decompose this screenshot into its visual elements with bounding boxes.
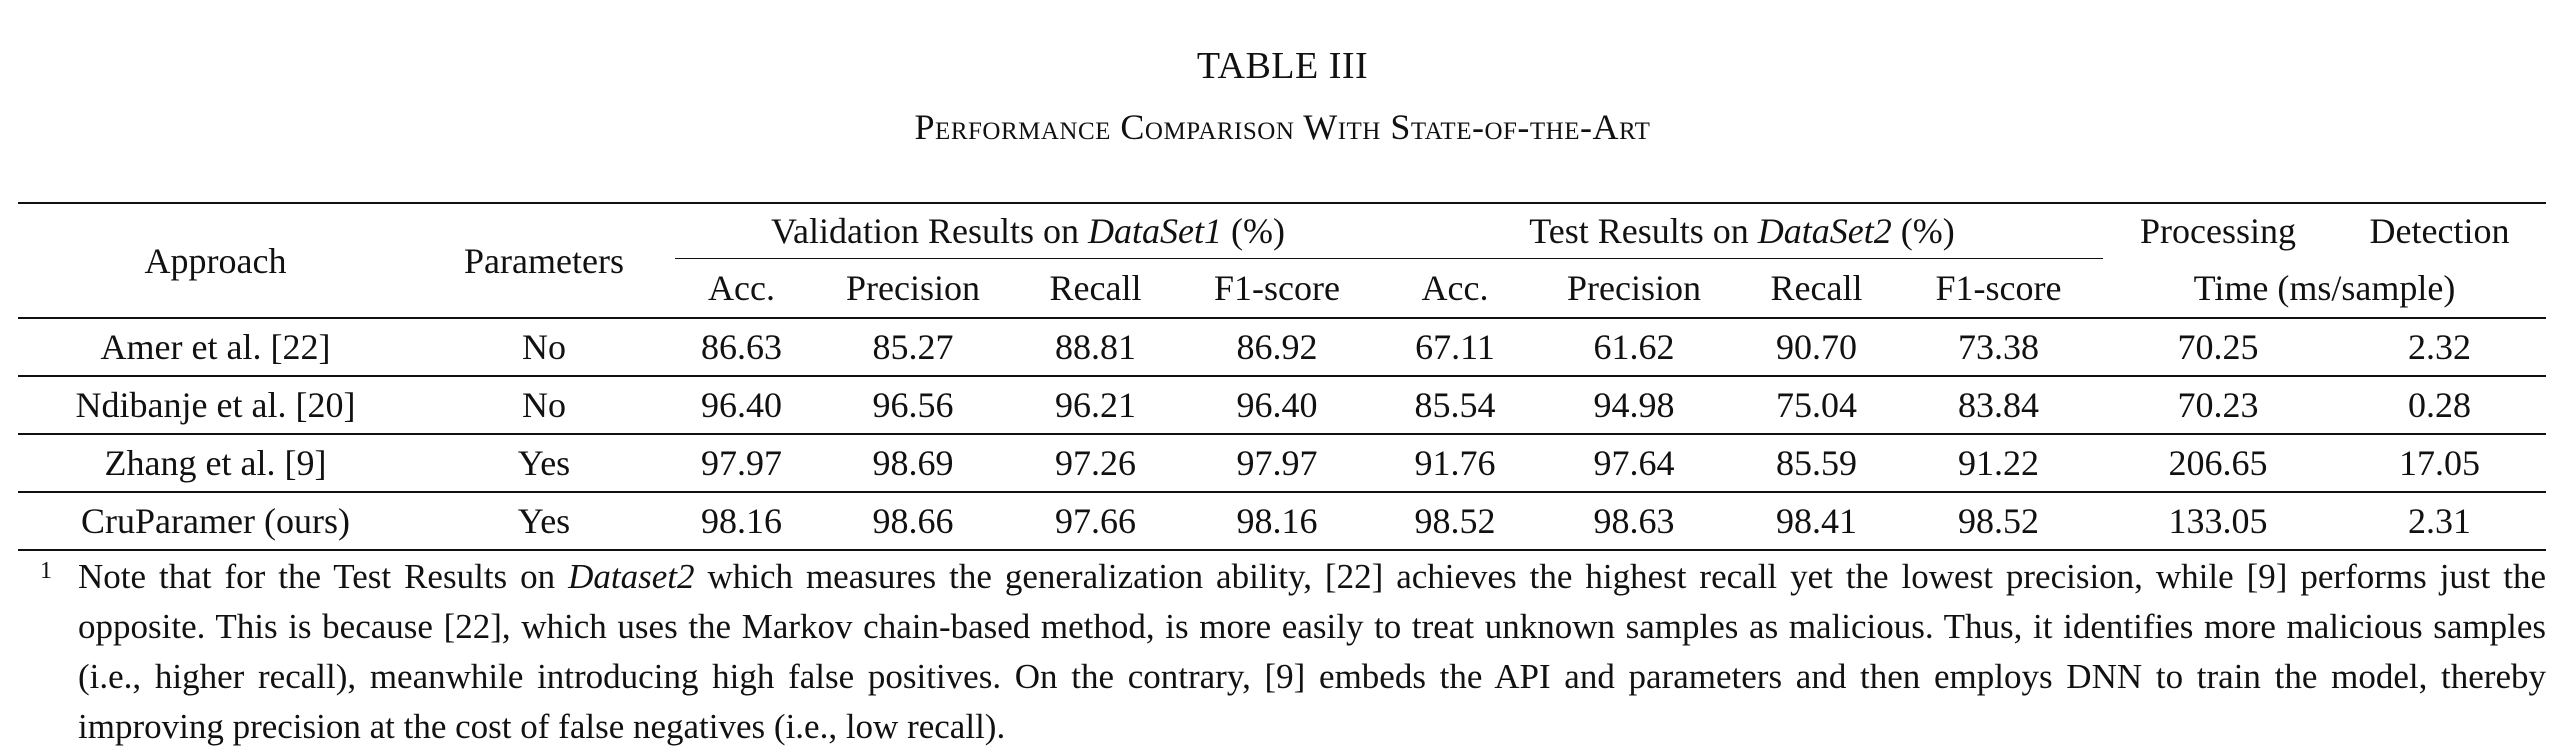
- cell-val-precision: 96.56: [808, 376, 1018, 435]
- cell-val-f1: 98.16: [1173, 492, 1382, 551]
- test-group-prefix: Test Results on: [1529, 211, 1758, 251]
- table-label: TABLE III: [1196, 45, 1369, 87]
- table-caption: Performance Comparison With State-of-the…: [914, 107, 1651, 147]
- header-test-recall: Recall: [1739, 258, 1895, 319]
- cell-test-precision: 94.98: [1529, 376, 1740, 435]
- cell-approach: Zhang et al. [9]: [18, 434, 413, 493]
- cell-val-recall: 96.21: [1018, 376, 1173, 435]
- footnote-body: Note that for the Test Results on Datase…: [78, 552, 2546, 752]
- cell-val-f1: 86.92: [1173, 318, 1382, 377]
- cell-test-acc: 67.11: [1381, 318, 1530, 377]
- cell-test-recall: 85.59: [1739, 434, 1895, 493]
- header-time-unit: Time (ms/sample): [2103, 258, 2547, 319]
- header-val-acc: Acc.: [675, 258, 808, 319]
- cell-val-acc: 96.40: [675, 376, 808, 435]
- cell-processing-time: 70.23: [2103, 376, 2334, 435]
- footnote-dataset: Dataset2: [568, 557, 695, 596]
- cell-val-precision: 98.66: [808, 492, 1018, 551]
- header-test-precision: Precision: [1529, 258, 1740, 319]
- cell-processing-time: 206.65: [2103, 434, 2334, 493]
- validation-group-dataset: DataSet1: [1088, 211, 1223, 251]
- cell-approach: Ndibanje et al. [20]: [18, 376, 413, 435]
- validation-group-prefix: Validation Results on: [771, 211, 1089, 251]
- cell-test-f1: 91.22: [1894, 434, 2104, 493]
- results-table: Approach Parameters Validation Results o…: [18, 202, 2547, 551]
- test-group-dataset: DataSet2: [1757, 211, 1892, 251]
- validation-group-suffix: (%): [1222, 211, 1285, 251]
- footnote-marker: 1: [40, 558, 52, 584]
- table-footnote: 1 Note that for the Test Results on Data…: [40, 552, 2546, 752]
- table-row-ours: CruParamer (ours) Yes 98.16 98.66 97.66 …: [18, 492, 2547, 551]
- cell-test-precision: 97.64: [1529, 434, 1740, 493]
- cell-approach: Amer et al. [22]: [18, 318, 413, 377]
- cell-test-f1: 83.84: [1894, 376, 2104, 435]
- cell-detection-time: 2.31: [2333, 492, 2547, 551]
- header-test-group: Test Results on DataSet2 (%): [1381, 202, 2104, 259]
- cell-val-f1: 97.97: [1173, 434, 1382, 493]
- cell-parameters: Yes: [413, 492, 675, 551]
- cell-val-recall: 97.66: [1018, 492, 1173, 551]
- header-processing: Processing: [2103, 202, 2334, 259]
- cell-val-acc: 98.16: [675, 492, 808, 551]
- cell-parameters: Yes: [413, 434, 675, 493]
- header-approach: Approach: [18, 202, 413, 319]
- table-row: Amer et al. [22] No 86.63 85.27 88.81 86…: [18, 318, 2547, 377]
- cell-val-f1: 96.40: [1173, 376, 1382, 435]
- cell-processing-time: 133.05: [2103, 492, 2334, 551]
- cell-val-precision: 85.27: [808, 318, 1018, 377]
- cell-val-recall: 88.81: [1018, 318, 1173, 377]
- header-test-f1: F1-score: [1894, 258, 2104, 319]
- header-validation-group: Validation Results on DataSet1 (%): [675, 202, 1382, 259]
- cell-test-acc: 98.52: [1381, 492, 1530, 551]
- cell-detection-time: 2.32: [2333, 318, 2547, 377]
- table-row: Ndibanje et al. [20] No 96.40 96.56 96.2…: [18, 376, 2547, 435]
- cell-test-precision: 98.63: [1529, 492, 1740, 551]
- header-val-precision: Precision: [808, 258, 1018, 319]
- cell-test-recall: 90.70: [1739, 318, 1895, 377]
- cell-test-acc: 85.54: [1381, 376, 1530, 435]
- footnote-text-after: which measures the generalization abilit…: [78, 557, 2546, 746]
- cell-approach: CruParamer (ours): [18, 492, 413, 551]
- cell-val-precision: 98.69: [808, 434, 1018, 493]
- cell-processing-time: 70.25: [2103, 318, 2334, 377]
- header-val-f1: F1-score: [1173, 258, 1382, 319]
- cell-parameters: No: [413, 318, 675, 377]
- cell-test-acc: 91.76: [1381, 434, 1530, 493]
- cell-val-acc: 97.97: [675, 434, 808, 493]
- cell-test-precision: 61.62: [1529, 318, 1740, 377]
- table-row: Zhang et al. [9] Yes 97.97 98.69 97.26 9…: [18, 434, 2547, 493]
- cell-parameters: No: [413, 376, 675, 435]
- cell-test-f1: 98.52: [1894, 492, 2104, 551]
- cell-val-recall: 97.26: [1018, 434, 1173, 493]
- header-row-bottom: Acc. Precision Recall F1-score Acc. Prec…: [18, 258, 2547, 319]
- cell-detection-time: 17.05: [2333, 434, 2547, 493]
- header-parameters: Parameters: [413, 202, 675, 319]
- header-test-acc: Acc.: [1381, 258, 1530, 319]
- header-val-recall: Recall: [1018, 258, 1173, 319]
- cell-detection-time: 0.28: [2333, 376, 2547, 435]
- cell-test-recall: 75.04: [1739, 376, 1895, 435]
- test-group-suffix: (%): [1891, 211, 1955, 251]
- header-detection: Detection: [2333, 202, 2547, 259]
- cell-test-f1: 73.38: [1894, 318, 2104, 377]
- cell-test-recall: 98.41: [1739, 492, 1895, 551]
- footnote-text-before: Note that for the Test Results on: [78, 557, 569, 596]
- cell-val-acc: 86.63: [675, 318, 808, 377]
- header-row-top: Approach Parameters Validation Results o…: [18, 202, 2547, 319]
